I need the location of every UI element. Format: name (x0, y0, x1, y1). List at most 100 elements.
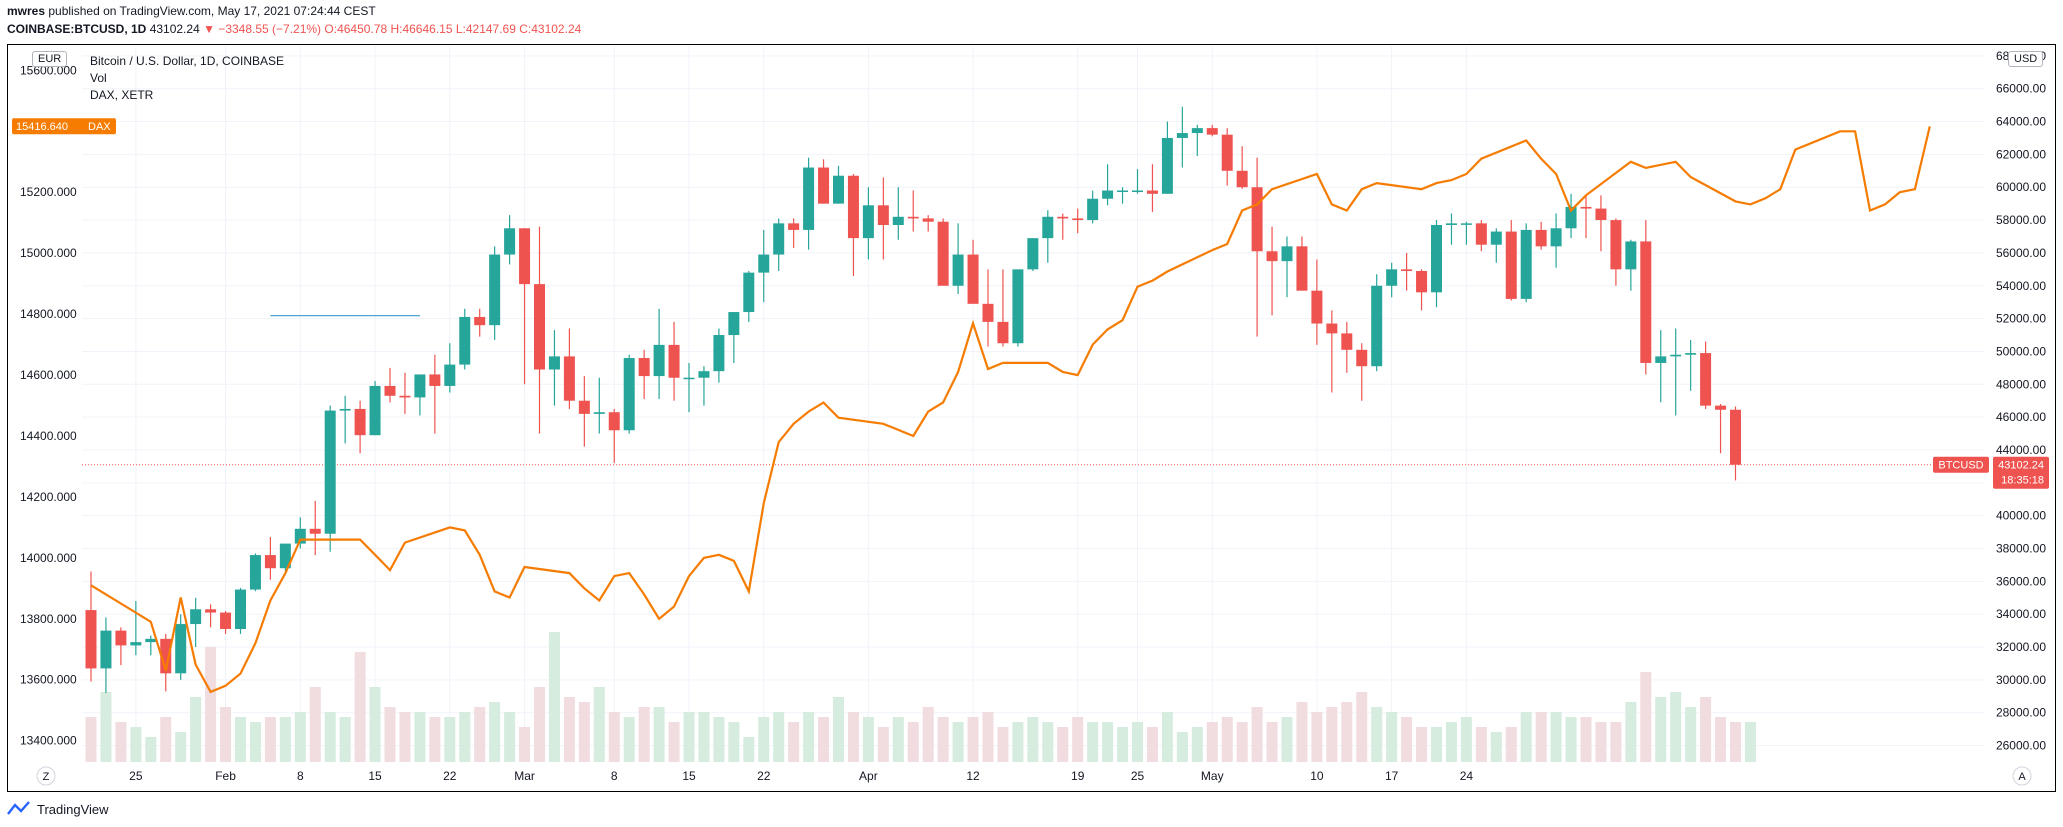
candle-body[interactable] (937, 221, 949, 286)
btcusd-price-tag[interactable] (1993, 456, 2049, 489)
candle-body[interactable] (1505, 231, 1517, 299)
candle-body[interactable] (1132, 190, 1143, 193)
candle-body[interactable] (1161, 137, 1173, 194)
candle-body[interactable] (1371, 285, 1383, 367)
auto-scale-button[interactable] (2012, 766, 2032, 786)
candle-body[interactable] (235, 589, 246, 629)
candle-body[interactable] (997, 321, 1009, 344)
candle-body[interactable] (190, 609, 202, 625)
candle-body[interactable] (967, 254, 979, 304)
candle-body[interactable] (160, 638, 172, 674)
candle-body[interactable] (1356, 349, 1368, 367)
candle-body[interactable] (1117, 190, 1129, 193)
candle-body[interactable] (1460, 223, 1472, 225)
dax-line[interactable] (90, 126, 1931, 694)
candle-body[interactable] (1401, 269, 1413, 271)
candle-body[interactable] (354, 408, 366, 436)
candle-body[interactable] (1027, 238, 1039, 270)
candle-body[interactable] (1146, 190, 1158, 194)
candle-body[interactable] (698, 371, 710, 378)
candle-body[interactable] (1565, 206, 1577, 229)
candle-body[interactable] (1520, 229, 1532, 299)
candle-body[interactable] (459, 316, 471, 365)
candle-body[interactable] (1176, 133, 1188, 138)
candle-body[interactable] (743, 272, 755, 313)
candle-body[interactable] (608, 412, 620, 431)
candle-body[interactable] (1640, 241, 1652, 363)
candle-body[interactable] (474, 316, 486, 326)
candle-body[interactable] (668, 344, 680, 378)
candle-body[interactable] (175, 624, 187, 674)
footer-brand[interactable]: TradingView (7, 801, 109, 817)
candle-body[interactable] (1012, 269, 1024, 344)
legend-vol[interactable]: Vol (90, 71, 107, 85)
candle-body[interactable] (130, 642, 142, 646)
candle-body[interactable] (1550, 228, 1562, 247)
candle-body[interactable] (1206, 128, 1218, 135)
candle-body[interactable] (1057, 216, 1069, 219)
candle-body[interactable] (833, 175, 844, 204)
candle-body[interactable] (1386, 269, 1398, 286)
candle-body[interactable] (1311, 290, 1323, 324)
candle-body[interactable] (309, 528, 321, 534)
candle-body[interactable] (369, 385, 381, 436)
candle-body[interactable] (100, 630, 112, 669)
candle-body[interactable] (563, 356, 575, 401)
candle-body[interactable] (1251, 187, 1263, 252)
candle-body[interactable] (877, 205, 889, 225)
candle-body[interactable] (264, 555, 276, 569)
candle-body[interactable] (1087, 198, 1099, 221)
candle-body[interactable] (534, 284, 545, 370)
candle-body[interactable] (758, 254, 770, 273)
candle-body[interactable] (788, 223, 800, 230)
timezone-button[interactable] (36, 766, 56, 786)
candle-body[interactable] (952, 254, 964, 286)
candle-body[interactable] (1445, 223, 1457, 225)
candle-body[interactable] (1266, 251, 1278, 262)
candle-body[interactable] (578, 400, 590, 414)
candle-body[interactable] (294, 528, 306, 544)
candle-body[interactable] (982, 303, 994, 322)
candle-body[interactable] (1490, 231, 1502, 245)
candle-body[interactable] (85, 610, 97, 669)
dax-price-tag[interactable] (12, 118, 116, 135)
candle-body[interactable] (713, 335, 725, 372)
candle-body[interactable] (1236, 170, 1248, 188)
candle-body[interactable] (115, 630, 127, 646)
candle-body[interactable] (728, 312, 740, 336)
candle-body[interactable] (1670, 354, 1682, 357)
candle-body[interactable] (922, 218, 934, 222)
candle-body[interactable] (249, 555, 261, 590)
candle-body[interactable] (653, 344, 665, 377)
candle-body[interactable] (907, 216, 919, 219)
candle-body[interactable] (444, 364, 456, 386)
candle-body[interactable] (803, 167, 815, 230)
candle-body[interactable] (1700, 353, 1712, 406)
candle-body[interactable] (1685, 353, 1697, 355)
legend-dax[interactable]: DAX, XETR (90, 88, 154, 102)
candle-body[interactable] (593, 412, 605, 414)
candle-body[interactable] (1580, 206, 1592, 209)
candle-body[interactable] (1281, 246, 1293, 262)
candle-body[interactable] (1535, 229, 1547, 247)
candle-body[interactable] (1296, 246, 1308, 291)
candle-body[interactable] (1042, 216, 1054, 239)
candle-body[interactable] (623, 358, 635, 431)
candle-body[interactable] (1655, 356, 1667, 363)
candle-body[interactable] (1416, 270, 1428, 293)
candle-body[interactable] (862, 205, 874, 239)
candle-body[interactable] (818, 167, 830, 204)
candle-body[interactable] (489, 254, 501, 326)
candle-body[interactable] (1072, 218, 1084, 221)
candle-body[interactable] (504, 228, 516, 255)
candle-body[interactable] (1475, 223, 1487, 245)
right-currency-label[interactable]: USD (2008, 51, 2044, 67)
candle-body[interactable] (773, 223, 785, 255)
candle-body[interactable] (519, 228, 531, 285)
candle-body[interactable] (384, 385, 396, 396)
candle-body[interactable] (1610, 220, 1622, 270)
candle-body[interactable] (1191, 128, 1203, 134)
candle-body[interactable] (1221, 134, 1233, 171)
candle-body[interactable] (548, 356, 560, 370)
